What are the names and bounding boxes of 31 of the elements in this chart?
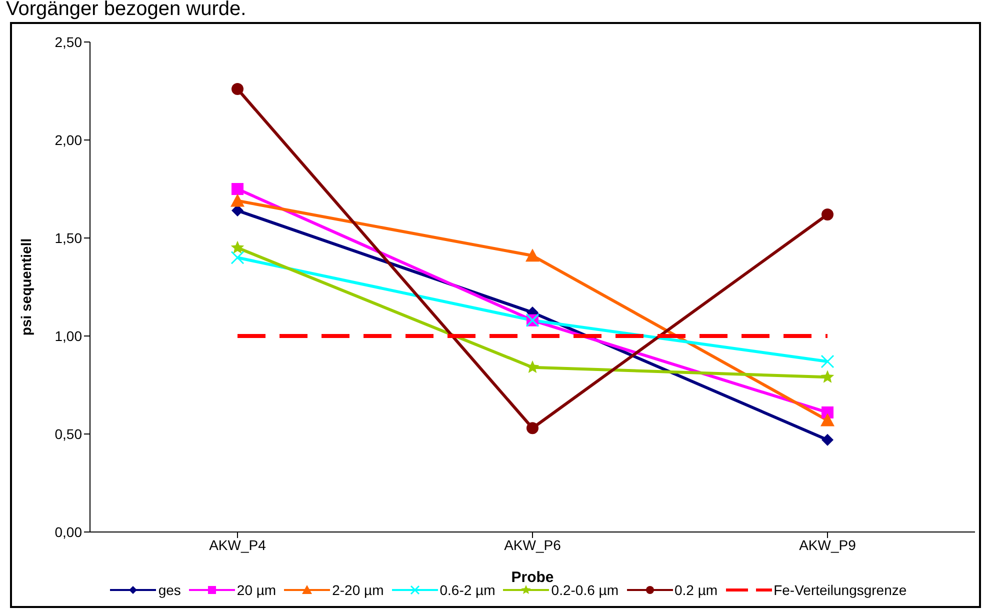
point (820, 354, 834, 368)
x-tick-label: AKW_P6 (504, 536, 562, 553)
y-tick-label: 1,00 (54, 328, 82, 344)
legend-label: 2-20 µm (332, 582, 384, 598)
y-tick-label: 1,50 (54, 230, 82, 246)
x-tick-label: AKW_P4 (209, 536, 266, 553)
x-axis-title: Probe (511, 569, 554, 586)
legend-label: 20 µm (236, 582, 276, 598)
point (230, 194, 244, 207)
legend-label: 0.6-2 µm (440, 582, 496, 598)
point (230, 250, 244, 264)
text: Vorgänger bezogen wurde. (6, 0, 246, 21)
y-tick-label: 2,00 (54, 132, 82, 148)
point (526, 248, 540, 262)
point (822, 208, 834, 220)
y-tick-label: 0,00 (54, 524, 82, 540)
point (820, 370, 834, 383)
point (526, 422, 538, 434)
point (232, 83, 244, 96)
x-tick-label: AKW_P9 (799, 536, 856, 553)
legend-label: Fe-Verteilungsgrenze (774, 582, 907, 598)
y-tick-label: 0,50 (54, 426, 82, 442)
point (232, 183, 244, 195)
legend-label: ges (158, 582, 181, 598)
point (820, 413, 834, 426)
legend-label: 0.2-0.6 µm (551, 582, 618, 598)
legend-label: 0.2 µm (674, 582, 718, 598)
y-tick-label: 2,50 (54, 34, 82, 50)
point (230, 240, 244, 254)
point (822, 434, 834, 446)
y-axis-title: psi sequentiell (18, 238, 34, 336)
